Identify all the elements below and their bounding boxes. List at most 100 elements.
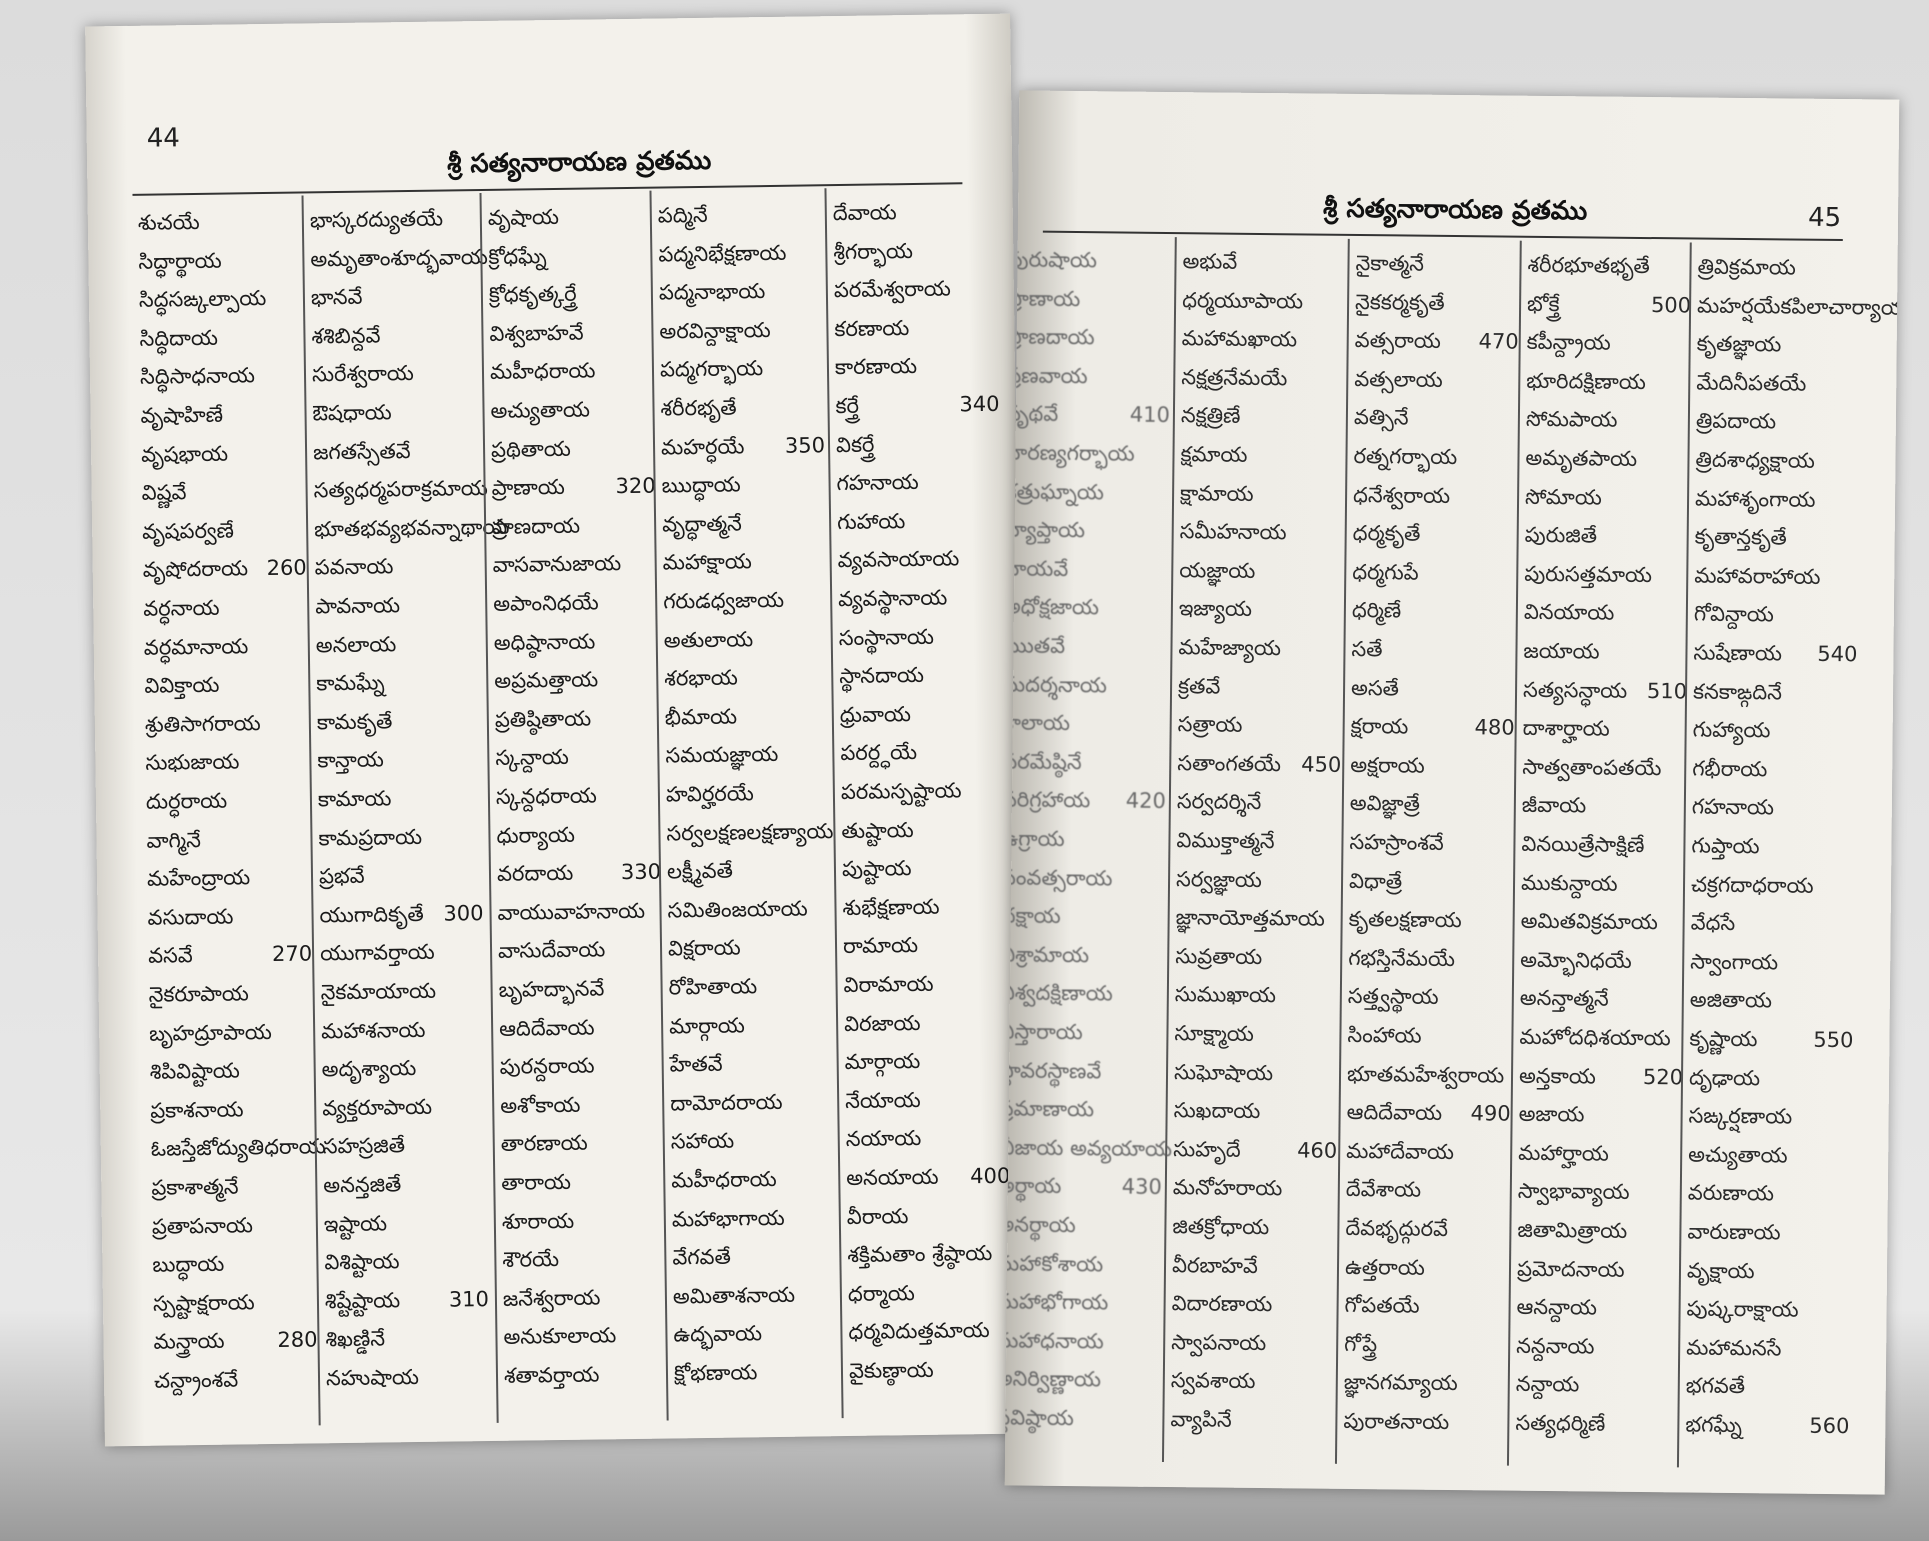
divine-name: శరీరభృతే xyxy=(660,395,737,421)
divine-name: రోహితాయ xyxy=(668,974,758,1000)
name-entry: సింహాయ xyxy=(1347,1016,1515,1056)
name-entry: వినయాయ xyxy=(1524,593,1692,633)
divine-name: అమ్భోనిధయే xyxy=(1520,947,1632,973)
name-entry: మహార్హాయ xyxy=(1518,1134,1686,1174)
name-entry: అమ్భోనిధయే xyxy=(1520,941,1688,981)
verse-count: 430 xyxy=(1121,1174,1162,1200)
name-entry: వర్ధమానాయ xyxy=(144,626,313,666)
divine-name: మహర్షయేకపిలాచార్యాయ xyxy=(1696,293,1900,320)
divine-name: మార్గాయ xyxy=(668,1013,745,1039)
name-entry: కర్త్రే 340 xyxy=(835,385,1004,425)
name-entry: అక్షరాయ xyxy=(1350,746,1518,786)
divine-name: ఉద్భవాయ xyxy=(673,1321,763,1347)
name-entry: క్షమాయ xyxy=(1180,435,1348,475)
divine-name: పరమేష్ఠినే xyxy=(1004,749,1082,774)
name-entry: జ్ఞానాయోత్తమాయ xyxy=(1175,898,1343,938)
name-entry: కామాయ xyxy=(318,778,487,818)
name-entry: జితామిత్రాయ xyxy=(1517,1211,1685,1251)
divine-name: వ్యవసాయాయ xyxy=(837,546,960,573)
divine-name: స్కన్దధరాయ xyxy=(495,783,597,809)
verse-count: 560 xyxy=(1809,1413,1850,1439)
divine-name: శౌరయే xyxy=(502,1247,560,1273)
divine-name: ధర్మగుపే xyxy=(1352,559,1419,585)
name-entry: సమయజ్ఞాయ xyxy=(665,735,834,775)
divine-name: సమితింజయాయ xyxy=(667,896,808,923)
divine-name: వ్యాపినే xyxy=(1170,1407,1232,1432)
divine-name: దృఢాయ xyxy=(1688,1065,1761,1090)
divine-name: అదృశ్యాయ xyxy=(321,1056,417,1082)
name-entry: పరిగ్రహాయ 420 xyxy=(1005,781,1170,821)
divine-name: భాస్కరద్యుతయే xyxy=(309,206,444,233)
divine-name: వత్సలాయ xyxy=(1354,366,1443,392)
name-entry: జగతస్సేతవే xyxy=(313,431,482,471)
name-entry: విరామాయ xyxy=(843,964,1012,1004)
divine-name: సర్వదర్శినే xyxy=(1176,789,1262,815)
name-entry: స్వాపనాయ xyxy=(1171,1323,1339,1363)
divine-name: అనర్థాయ xyxy=(1004,1212,1076,1238)
right-page: శ్రీ సత్యనారాయణ వ్రతము 45 పురుషాయ ప్రాణాయ… xyxy=(1004,90,1900,1495)
name-entry: దేవాయ xyxy=(833,192,1002,232)
divine-name: ధర్మిణే xyxy=(1351,598,1402,623)
divine-name: శిష్టేష్టాయ xyxy=(324,1288,401,1314)
name-entry: అనుకూలాయ xyxy=(503,1316,672,1356)
name-entry: విశ్వదక్షిణాయ xyxy=(1005,974,1168,1014)
name-entry: చక్రగదాధరాయ xyxy=(1691,865,1859,905)
name-entry: హేతవే xyxy=(669,1043,838,1083)
verse-count: 470 xyxy=(1478,329,1519,354)
name-entry: పద్మినే xyxy=(658,194,827,234)
name-entry: మహాదేవాయ xyxy=(1346,1132,1514,1172)
name-entry: చన్ద్రాంశవే xyxy=(154,1359,323,1399)
name-entry: హిరణ్యగర్భాయ xyxy=(1005,433,1173,473)
name-entry: సహస్రజితే xyxy=(323,1125,492,1165)
divine-name: దాశార్హాయ xyxy=(1522,715,1610,741)
divine-name: రత్నగర్భాయ xyxy=(1353,443,1458,470)
name-entry: పురుసత్తమాయ xyxy=(1524,555,1692,595)
name-entry: ధర్మయూపాయ xyxy=(1182,281,1350,321)
divine-name: బృహద్రూపాయ xyxy=(149,1019,272,1046)
divine-name: కామాయ xyxy=(317,786,392,812)
divine-name: గోవిన్దాయ xyxy=(1693,601,1774,627)
name-entry: నహుషాయ xyxy=(326,1357,495,1397)
name-entry: మహాక్షాయ xyxy=(662,542,831,582)
name-entry: వృషాహిణే xyxy=(140,394,309,434)
divine-name: వాసుదేవాయ xyxy=(497,937,606,964)
name-entry: వ్యాప్తాయ xyxy=(1005,510,1173,550)
name-entry: క్షామాయ xyxy=(1180,474,1348,514)
name-entry: మహాశృంగాయ xyxy=(1695,479,1863,519)
name-entry: భగవతే xyxy=(1686,1367,1854,1407)
name-entry: వేధసే xyxy=(1690,904,1858,944)
name-entry: నైకమాయాయ xyxy=(320,971,489,1011)
name-entry: సహాయ xyxy=(670,1121,839,1161)
divine-name: పద్మగర్భాయ xyxy=(659,356,764,382)
divine-name: అజితాయ xyxy=(1689,987,1773,1013)
name-column: పద్మినే పద్మనిభేక్షణాయ పద్మనాభాయ అరవిన్దాక్… xyxy=(658,194,834,1386)
divine-name: లక్ష్మీవతే xyxy=(666,858,734,884)
divine-name: స్వాంగాయ xyxy=(1690,949,1779,975)
name-entry: శశిబిన్దవే xyxy=(311,315,480,355)
divine-name: విష్ణవే xyxy=(141,480,187,505)
name-entry: జనేశ్వరాయ xyxy=(503,1277,672,1317)
header-rule xyxy=(1042,230,1843,242)
divine-name: తుష్టాయ xyxy=(841,817,914,843)
name-entry: వికర్త్రే xyxy=(836,423,1005,463)
divine-name: వివిక్తాయ xyxy=(144,672,220,698)
name-entry: ఆదిదేవాయ 490 xyxy=(1346,1093,1514,1133)
name-entry: వాగ్మినే xyxy=(146,819,315,859)
name-entry: గుహాయ xyxy=(837,501,1006,541)
divine-name: మనోహరాయ xyxy=(1172,1175,1283,1201)
divine-name: అసతే xyxy=(1350,675,1400,701)
name-entry: అజితాయ xyxy=(1690,981,1858,1021)
divine-name: జనేశ్వరాయ xyxy=(502,1285,601,1311)
divine-name: శుభేక్షణాయ xyxy=(842,894,940,920)
divine-name: సత్త్వస్థాయ xyxy=(1347,984,1439,1010)
divine-name: బృహద్భానవే xyxy=(498,976,605,1002)
divine-name: శ్రుతిసాగరాయ xyxy=(144,710,261,737)
name-entry: గోవిన్దాయ xyxy=(1694,595,1862,635)
divine-name: స్వాపనాయ xyxy=(1171,1329,1267,1355)
divine-name: ధర్మకృతే xyxy=(1352,521,1421,546)
name-entry: వ్యక్తరూపాయ xyxy=(322,1087,491,1127)
divine-name: వారుణాయ xyxy=(1687,1219,1781,1245)
name-entry: గభస్తినేమయే xyxy=(1348,939,1516,979)
name-entry: ఔషధాయ xyxy=(312,392,481,432)
divine-name: వేగవతే xyxy=(672,1244,731,1270)
